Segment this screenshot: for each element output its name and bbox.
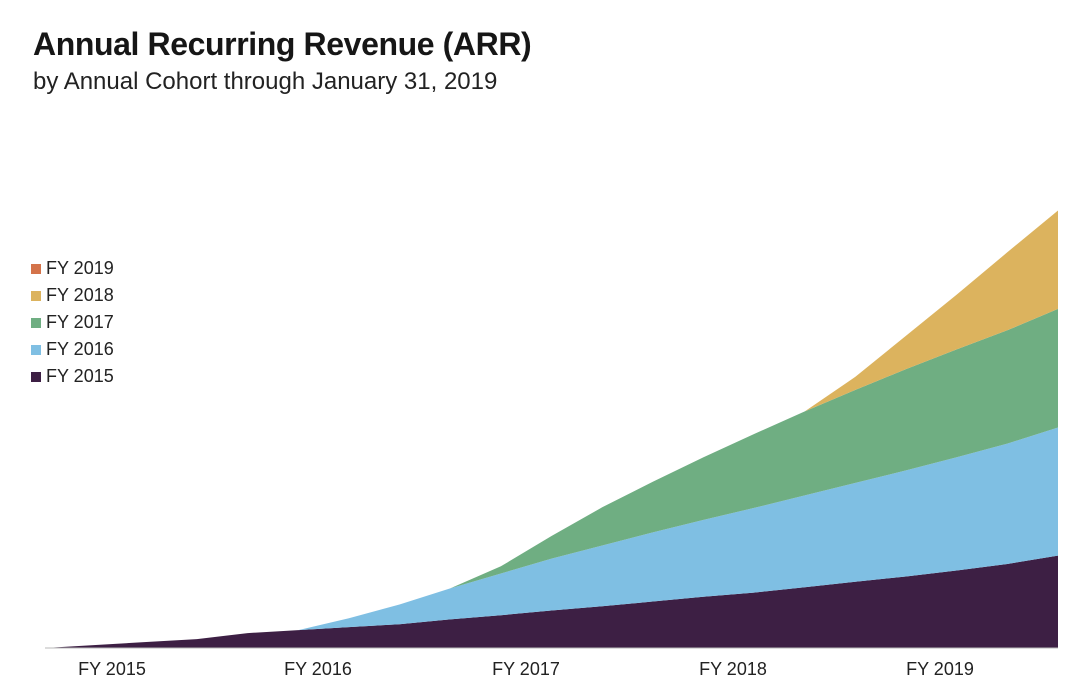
legend-swatch bbox=[31, 317, 41, 328]
legend-label: FY 2018 bbox=[46, 285, 114, 305]
legend-swatch bbox=[31, 263, 41, 274]
legend-swatch bbox=[31, 344, 41, 355]
chart-legend: FY 2019 FY 2018 FY 2017 FY 2016 FY 2015 bbox=[31, 255, 114, 390]
x-tick-label-fy-2017: FY 2017 bbox=[492, 659, 560, 679]
chart-title: Annual Recurring Revenue (ARR) bbox=[33, 26, 532, 62]
x-tick-label-fy-2019: FY 2019 bbox=[906, 659, 974, 679]
area-series-fy-2016 bbox=[45, 427, 1058, 648]
legend-item-fy-2019: FY 2019 bbox=[31, 255, 114, 282]
legend-label: FY 2017 bbox=[46, 312, 114, 332]
legend-swatch bbox=[31, 371, 41, 382]
area-series-fy-2017 bbox=[45, 308, 1058, 648]
legend-label: FY 2015 bbox=[46, 366, 114, 386]
legend-swatch bbox=[31, 290, 41, 301]
legend-item-fy-2018: FY 2018 bbox=[31, 282, 114, 309]
legend-label: FY 2019 bbox=[46, 258, 114, 278]
legend-label: FY 2016 bbox=[46, 339, 114, 359]
x-tick-label-fy-2015: FY 2015 bbox=[78, 659, 146, 679]
legend-item-fy-2017: FY 2017 bbox=[31, 309, 114, 336]
legend-item-fy-2016: FY 2016 bbox=[31, 336, 114, 363]
legend-item-fy-2015: FY 2015 bbox=[31, 363, 114, 390]
area-series-fy-2015 bbox=[45, 555, 1058, 648]
chart-subtitle: by Annual Cohort through January 31, 201… bbox=[33, 68, 498, 95]
x-tick-label-fy-2016: FY 2016 bbox=[284, 659, 352, 679]
x-tick-label-fy-2018: FY 2018 bbox=[699, 659, 767, 679]
